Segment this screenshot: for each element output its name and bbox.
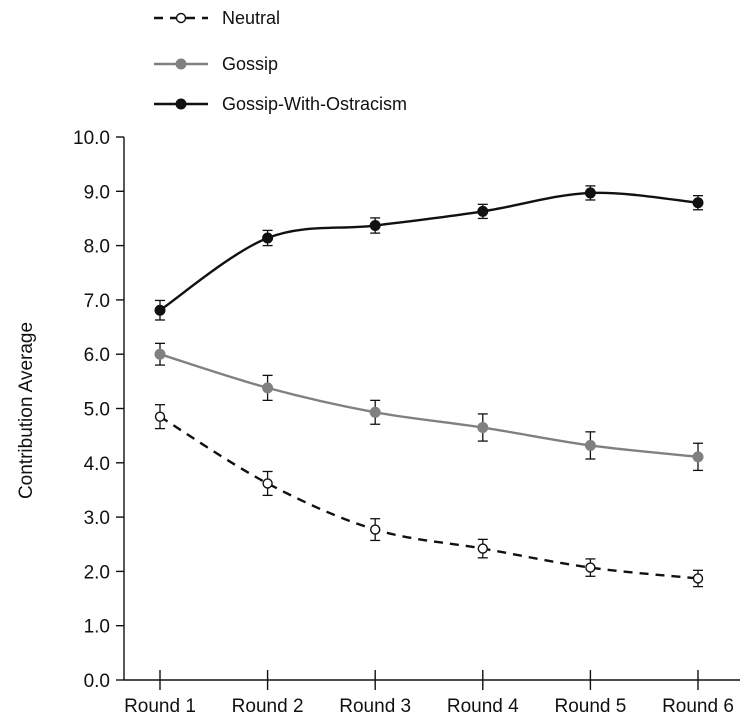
y-tick-label: 2.0 bbox=[84, 562, 110, 583]
y-ticks: 0.0 1.0 2.0 3.0 4.0 5.0 6.0 7.0 8.0 9.0 10.0 bbox=[73, 128, 124, 692]
y-tick-label: 9.0 bbox=[84, 182, 110, 203]
data-point bbox=[692, 197, 704, 209]
data-point bbox=[262, 232, 274, 244]
y-tick-label: 3.0 bbox=[84, 508, 110, 529]
series-line-gossip-with-ostracism bbox=[159, 191, 699, 312]
data-point bbox=[154, 411, 166, 422]
legend-label: Gossip bbox=[222, 54, 278, 74]
data-point bbox=[585, 562, 596, 573]
data-point bbox=[477, 205, 489, 217]
legend-label: Neutral bbox=[222, 8, 280, 28]
y-tick-label: 6.0 bbox=[84, 345, 110, 366]
series-line-gossip bbox=[159, 353, 699, 459]
x-tick-label: Round 2 bbox=[232, 696, 304, 717]
y-tick-label: 7.0 bbox=[84, 291, 110, 312]
data-point bbox=[370, 524, 381, 535]
legend-label: Gossip-With-Ostracism bbox=[222, 94, 407, 114]
x-tick-label: Round 4 bbox=[447, 696, 519, 717]
x-tick-label: Round 1 bbox=[124, 696, 196, 717]
data-point bbox=[692, 451, 704, 463]
y-axis-label: Contribution Average bbox=[16, 322, 37, 499]
series-line-neutral bbox=[159, 415, 699, 580]
x-ticks: Round 1 Round 2 Round 3 Round 4 Round 5 Round… bbox=[124, 670, 734, 717]
series-neutral bbox=[154, 404, 704, 588]
legend-swatch-marker bbox=[175, 12, 187, 24]
data-point bbox=[154, 304, 166, 316]
x-tick-label: Round 3 bbox=[339, 696, 411, 717]
data-point bbox=[154, 348, 166, 360]
x-tick-label: Round 5 bbox=[554, 696, 626, 717]
data-point bbox=[369, 406, 381, 418]
data-point bbox=[262, 382, 274, 394]
y-tick-label: 0.0 bbox=[84, 671, 110, 692]
series-gossip bbox=[154, 342, 704, 472]
legend-item-gossip: Gossip bbox=[154, 54, 278, 74]
y-tick-label: 8.0 bbox=[84, 237, 110, 258]
y-tick-label: 5.0 bbox=[84, 400, 110, 421]
data-point bbox=[692, 573, 704, 584]
data-point bbox=[477, 422, 489, 434]
data-point bbox=[369, 220, 381, 232]
legend-item-neutral: Neutral bbox=[154, 8, 280, 28]
legend-swatch-marker bbox=[175, 98, 187, 110]
y-tick-label: 1.0 bbox=[84, 617, 110, 638]
legend-item-gossip-with-ostracism: Gossip-With-Ostracism bbox=[154, 94, 407, 114]
series-layer bbox=[154, 185, 704, 588]
legend: Neutral Gossip Gossip-With-Ostracism bbox=[154, 8, 407, 114]
y-tick-label: 4.0 bbox=[84, 454, 110, 475]
series-gossip-with-ostracism bbox=[154, 185, 704, 321]
data-point bbox=[262, 478, 273, 489]
y-tick-label: 10.0 bbox=[73, 128, 110, 149]
data-point bbox=[584, 187, 596, 199]
data-point bbox=[584, 439, 596, 451]
x-tick-label: Round 6 bbox=[662, 696, 734, 717]
data-point bbox=[477, 543, 488, 554]
legend-swatch-marker bbox=[175, 58, 187, 70]
